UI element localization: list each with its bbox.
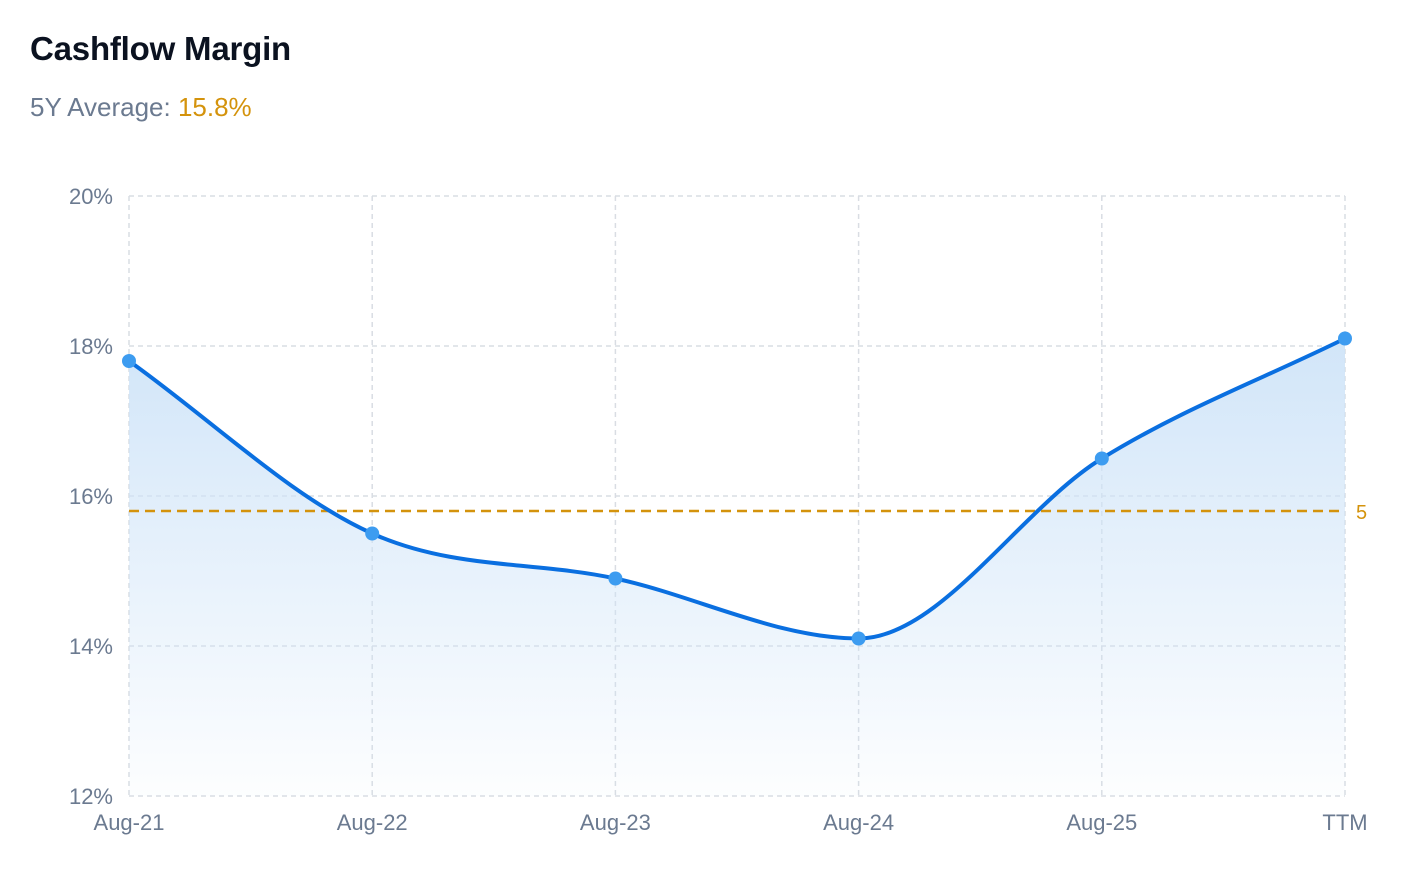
x-tick-label: Aug-24 [823,810,894,835]
data-points [122,331,1352,646]
area-fill [129,338,1345,796]
y-tick-label: 18% [69,334,113,359]
x-tick-label: Aug-21 [94,810,165,835]
data-point-aug-24[interactable] [851,631,866,646]
average-value: 15.8% [177,92,252,122]
data-point-aug-23[interactable] [608,571,623,586]
y-axis-labels: 20% 18% 16% 14% 12% [69,184,113,809]
data-point-aug-22[interactable] [365,526,380,541]
y-tick-label: 16% [69,484,113,509]
average-label: 5Y Average: [30,92,171,122]
x-axis-labels: Aug-21 Aug-22 Aug-23 Aug-24 Aug-25 TTM [94,810,1368,835]
x-tick-label: Aug-25 [1066,810,1137,835]
data-point-aug-21[interactable] [122,354,136,368]
x-tick-label: Aug-23 [580,810,651,835]
area-path [129,338,1345,796]
y-tick-label: 20% [69,184,113,209]
chart-title: Cashflow Margin [30,30,292,67]
x-tick-label: Aug-22 [337,810,408,835]
average-reference: 5 [129,502,1367,524]
x-tick-label: TTM [1322,810,1367,835]
series-line [127,336,1347,641]
data-point-aug-25[interactable] [1094,451,1109,466]
y-tick-label: 14% [69,634,113,659]
y-tick-label: 12% [69,784,113,809]
average-summary: 5Y Average: 15.8% [30,92,252,123]
data-point-ttm[interactable] [1338,331,1352,346]
series-line-path [127,336,1347,641]
average-line-label: 5 [1356,502,1367,524]
